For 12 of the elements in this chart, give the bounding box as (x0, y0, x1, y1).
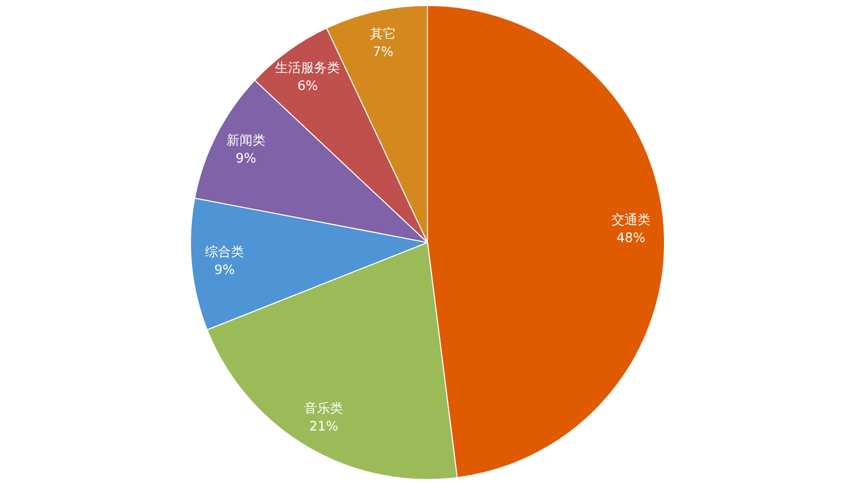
slice-label: 综合类 (205, 245, 244, 260)
data-label: 6% (297, 79, 318, 94)
slice-label: 音乐类 (304, 401, 344, 416)
data-label: 21% (309, 419, 338, 434)
data-label: 48% (616, 231, 646, 246)
slice-label: 生活服务类 (275, 61, 340, 76)
data-label: 9% (236, 151, 256, 166)
slice-label: 新闻类 (226, 133, 266, 148)
data-label: 7% (372, 45, 394, 60)
data-label: 9% (214, 263, 235, 278)
slice-label: 交通类 (611, 212, 650, 228)
slice-label: 其它 (370, 26, 396, 42)
